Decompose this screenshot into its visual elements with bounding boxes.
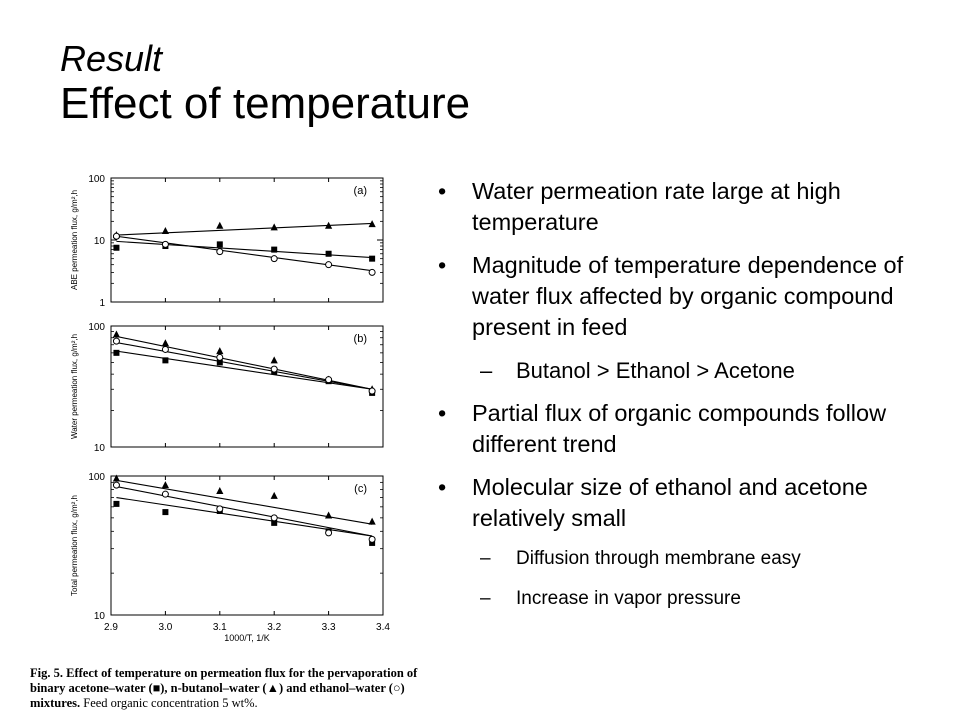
x-tick-label: 3.3 xyxy=(322,622,336,633)
y-tick-label: 10 xyxy=(94,443,106,454)
slide-title: Result Effect of temperature xyxy=(60,38,470,130)
fit-line-square xyxy=(116,240,373,259)
data-point-circle xyxy=(368,387,376,395)
data-point-triangle xyxy=(270,491,278,499)
data-point-triangle xyxy=(161,481,169,489)
fit-line-triangle xyxy=(116,335,373,390)
data-point-square xyxy=(113,244,120,251)
data-point-circle xyxy=(161,490,169,498)
data-point-circle xyxy=(216,248,224,256)
data-point-circle xyxy=(216,505,224,513)
caption-rest: Feed organic concentration 5 wt%. xyxy=(80,696,258,710)
bullet-partial-flux: Partial flux of organic compounds follow… xyxy=(438,398,948,460)
data-point-circle xyxy=(368,268,376,276)
y-tick-label: 1 xyxy=(99,298,105,309)
y-axis-label: Water permeation flux, g/m²,h xyxy=(70,334,79,439)
data-point-square xyxy=(113,500,120,507)
y-tick-label: 10 xyxy=(94,611,106,622)
data-point-triangle xyxy=(216,221,224,229)
panel-frame xyxy=(110,475,384,616)
data-point-square xyxy=(162,357,169,364)
fit-line-triangle xyxy=(116,479,373,525)
fit-line-square xyxy=(116,350,373,390)
data-point-square xyxy=(271,519,278,526)
data-point-circle xyxy=(325,261,333,269)
sub-bullet-ranking-text: Butanol > Ethanol > Acetone xyxy=(516,358,795,383)
data-point-triangle xyxy=(112,330,121,338)
x-tick-label: 2.9 xyxy=(104,622,118,633)
sub-bullet-ranking: – Butanol > Ethanol > Acetone xyxy=(438,355,948,386)
x-tick-label: 3.1 xyxy=(213,622,227,633)
data-point-circle xyxy=(161,240,169,248)
data-point-triangle xyxy=(270,223,278,231)
y-axis-label: Total permeation flux, g/m²,h xyxy=(70,495,79,596)
y-tick-label: 100 xyxy=(88,472,105,483)
dash-marker: – xyxy=(480,358,493,383)
data-point-circle xyxy=(270,365,278,373)
data-point-square xyxy=(216,359,223,366)
sub-bullet-diffusion-text: Diffusion through membrane easy xyxy=(516,548,801,569)
caption-bold: Fig. 5. Effect of temperature on permeat… xyxy=(30,666,418,710)
data-point-circle xyxy=(270,514,278,522)
data-point-circle xyxy=(270,255,278,263)
data-point-square xyxy=(271,246,278,253)
panel-label: (a) xyxy=(354,185,367,197)
fit-line-triangle xyxy=(116,222,373,236)
dash-marker: – xyxy=(480,588,491,609)
x-tick-label: 3.2 xyxy=(267,622,281,633)
data-point-circle xyxy=(325,529,333,537)
data-point-square xyxy=(369,255,376,262)
data-point-triangle xyxy=(325,221,333,229)
data-point-square xyxy=(369,539,376,546)
y-tick-label: 10 xyxy=(94,236,106,247)
x-tick-label: 3.0 xyxy=(158,622,172,633)
panel-label: (b) xyxy=(354,333,367,345)
sub-bullet-vapor-pressure-text: Increase in vapor pressure xyxy=(516,588,741,609)
bullet-list: Water permeation rate large at high temp… xyxy=(438,176,948,626)
bullet-molecular-size: Molecular size of ethanol and acetone re… xyxy=(438,472,948,534)
data-point-circle xyxy=(112,337,120,345)
bullet-temperature-dependence: Magnitude of temperature dependence of w… xyxy=(438,250,948,343)
data-point-circle xyxy=(325,376,333,384)
y-tick-label: 100 xyxy=(88,322,105,333)
sub-bullet-diffusion: – Diffusion through membrane easy xyxy=(438,546,948,572)
title-effect-of-temperature: Effect of temperature xyxy=(60,79,471,129)
data-point-circle xyxy=(161,345,169,353)
x-axis-label: 1000/T, 1/K xyxy=(224,633,270,643)
data-point-circle xyxy=(216,353,224,361)
data-point-triangle xyxy=(161,339,169,347)
panel-frame xyxy=(110,325,384,448)
data-point-triangle xyxy=(368,517,376,525)
data-point-triangle xyxy=(216,347,224,355)
x-tick-label: 3.4 xyxy=(376,622,390,633)
data-point-triangle xyxy=(112,474,121,482)
title-result: Result xyxy=(60,38,163,79)
fit-line-square xyxy=(116,496,373,537)
figure-caption: Fig. 5. Effect of temperature on permeat… xyxy=(30,666,430,711)
sub-bullet-vapor-pressure: – Increase in vapor pressure xyxy=(438,586,948,612)
data-point-circle xyxy=(112,232,120,240)
dash-marker: – xyxy=(480,548,491,569)
data-point-triangle xyxy=(216,486,224,494)
y-tick-label: 100 xyxy=(88,174,105,185)
data-point-triangle xyxy=(161,226,169,234)
y-axis-label: ABE permeation flux, g/m²,h xyxy=(70,190,79,290)
panel-frame xyxy=(110,177,384,303)
data-point-circle xyxy=(112,481,120,489)
fit-line-circle xyxy=(116,235,373,272)
data-point-square xyxy=(325,250,332,257)
bullet-water-permeation: Water permeation rate large at high temp… xyxy=(438,176,948,238)
fit-line-circle xyxy=(116,341,373,390)
data-point-triangle xyxy=(270,356,278,364)
permeation-flux-figure: 1 10 100 ABE permeation flux, g/m²,h (a) 10 10… xyxy=(70,174,390,643)
data-point-triangle xyxy=(325,511,333,519)
data-point-square xyxy=(216,241,223,248)
data-point-square xyxy=(162,509,169,516)
data-point-square xyxy=(113,349,120,356)
panel-label: (c) xyxy=(354,483,367,495)
data-point-triangle xyxy=(368,220,376,228)
data-point-circle xyxy=(368,535,376,543)
fit-line-circle xyxy=(116,485,373,537)
